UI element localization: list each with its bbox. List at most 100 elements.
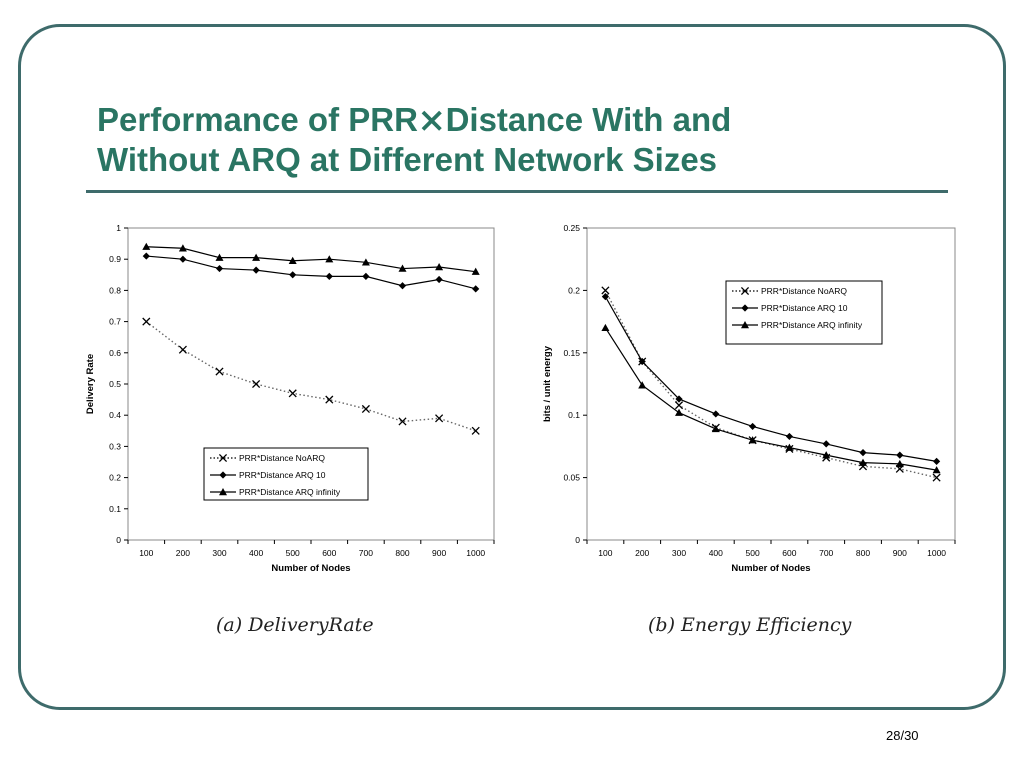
delivery-rate-series-prr-distance-noarq-point-stroke-b	[325, 395, 334, 404]
delivery-rate-series-prr-distance-noarq-line	[145, 321, 476, 432]
slide-title-line-1: Performance of PRR⨯Distance With and	[97, 101, 732, 138]
energy-efficiency-y-tick-label: 0	[575, 535, 580, 545]
energy-efficiency-legend-marker	[741, 304, 749, 312]
delivery-rate-series-prr-distance-noarq-point-stroke-b	[215, 367, 224, 376]
energy-efficiency-x-tick-label: 300	[672, 548, 686, 558]
delivery-rate-series-prr-distance-arq-10-point	[215, 264, 224, 273]
energy-efficiency-x-tick-label: 1000	[927, 548, 946, 558]
slide-title: Performance of PRR⨯Distance With and Wit…	[97, 100, 917, 180]
delivery-rate-chart-svg: 0 0.1 0.2 0.3 0.4 0.5 0.6 0.7 0.8 0.9 1 100 200 300 40…	[85, 223, 495, 574]
delivery-rate-series-prr-distance-arq-infinity-point	[435, 263, 444, 271]
delivery-rate-series-prr-distance-noarq-point	[435, 414, 444, 423]
energy-efficiency-y-tick-label: 0.15	[563, 348, 580, 358]
delivery-rate-x-tick-label: 400	[249, 548, 263, 558]
delivery-rate-y-tick-label: 0.5	[109, 379, 121, 389]
energy-efficiency-series-prr-distance-noarq-point	[932, 473, 941, 482]
energy-efficiency-series-prr-distance-noarq-line	[604, 290, 937, 479]
delivery-rate-series-prr-distance-arq-10-line	[146, 255, 476, 290]
delivery-rate-series-prr-distance-noarq-point	[361, 404, 370, 414]
energy-efficiency-series-prr-distance-arq-infinity-point	[895, 459, 904, 468]
energy-efficiency-x-tick-label: 100	[598, 548, 612, 558]
energy-efficiency-legend-marker	[741, 321, 749, 329]
energy-efficiency-series-prr-distance-arq-infinity-point	[711, 424, 720, 433]
delivery-rate-y-tick-label: 0	[116, 535, 121, 545]
delivery-rate-series-prr-distance-noarq-point	[178, 345, 187, 354]
delivery-rate-y-tick-label: 0.4	[109, 410, 121, 420]
delivery-rate-series-prr-distance-noarq-point	[215, 367, 224, 376]
delivery-rate-series-prr-distance-arq-10-point	[472, 285, 480, 293]
delivery-rate-series-prr-distance-arq-infinity	[142, 242, 480, 275]
delivery-rate-series-prr-distance-arq-infinity-point	[252, 253, 261, 261]
delivery-rate-series-prr-distance-noarq-point-stroke-b	[361, 404, 370, 414]
energy-efficiency-series-prr-distance-arq-infinity-point	[822, 451, 831, 459]
delivery-rate-series-prr-distance-noarq-point-stroke-b	[288, 389, 297, 398]
delivery-rate-x-tick-label: 500	[286, 548, 300, 558]
energy-efficiency-x-tick-label: 700	[819, 548, 833, 558]
delivery-rate-y-tick-label: 0.7	[109, 317, 121, 327]
delivery-rate-series-prr-distance-arq-infinity-line	[146, 246, 476, 273]
delivery-rate-chart: 0 0.1 0.2 0.3 0.4 0.5 0.6 0.7 0.8 0.9 1 100 200 300 40…	[80, 214, 510, 594]
delivery-rate-legend-marker-stroke-b	[218, 453, 228, 463]
energy-efficiency-legend-label: PRR*Distance ARQ infinity	[761, 320, 863, 330]
energy-efficiency-x-tick-label: 500	[746, 548, 760, 558]
energy-efficiency-legend-label: PRR*Distance NoARQ	[761, 286, 847, 296]
delivery-rate-x-tick-label: 200	[176, 548, 190, 558]
delivery-rate-series-prr-distance-noarq-point-stroke-b	[471, 426, 480, 435]
delivery-rate-series-prr-distance-noarq-point	[471, 426, 480, 435]
delivery-rate-legend-marker	[218, 453, 228, 463]
delivery-rate-y-tick-label: 0.2	[109, 473, 121, 483]
energy-efficiency-series-prr-distance-arq-10-point	[749, 422, 757, 431]
delivery-rate-series-prr-distance-arq-infinity-point	[325, 255, 334, 263]
energy-efficiency-series-prr-distance-arq-10-point	[712, 410, 720, 418]
delivery-rate-series-prr-distance-noarq-point-stroke-b	[398, 417, 407, 426]
energy-efficiency-x-tick-label: 900	[893, 548, 907, 558]
delivery-rate-series-prr-distance-noarq-point	[398, 417, 407, 426]
energy-efficiency-series-prr-distance-arq-10-point	[785, 432, 793, 441]
energy-efficiency-series-prr-distance-noarq-point	[601, 286, 610, 295]
energy-efficiency-series-prr-distance-arq-10-point	[675, 395, 683, 403]
title-divider	[86, 190, 948, 193]
delivery-rate-series-prr-distance-arq-10-point	[252, 266, 260, 274]
delivery-rate-x-axis-title: Number of Nodes	[271, 563, 350, 574]
delivery-rate-y-tick-label: 0.1	[109, 504, 121, 514]
energy-efficiency-series-prr-distance-arq-infinity-point	[785, 443, 794, 451]
delivery-rate-y-tick-label: 1	[116, 223, 121, 233]
energy-efficiency-y-axis-title: bits / unit energy	[542, 345, 553, 422]
delivery-rate-legend-box	[203, 447, 369, 501]
delivery-rate-series-prr-distance-arq-10	[142, 252, 480, 293]
delivery-rate-series-prr-distance-noarq-point-stroke-b	[252, 379, 261, 389]
energy-efficiency-series-prr-distance-arq-10-point	[859, 449, 867, 457]
energy-efficiency-y-tick-label: 0.25	[563, 223, 580, 233]
delivery-rate-y-axis-title: Delivery Rate	[85, 354, 96, 414]
delivery-rate-legend-marker	[219, 471, 227, 479]
energy-efficiency-x-axis-title: Number of Nodes	[731, 563, 810, 574]
energy-efficiency-x-tick-label: 800	[856, 548, 870, 558]
caption-energy-efficiency: (b) Energy Efficiency	[648, 614, 852, 636]
delivery-rate-x-tick-label: 700	[359, 548, 373, 558]
delivery-rate-x-tick-label: 300	[212, 548, 226, 558]
energy-efficiency-series-prr-distance-arq-10-point	[822, 440, 830, 448]
delivery-rate-series-prr-distance-noarq-point	[252, 379, 261, 389]
energy-efficiency-series-prr-distance-arq-infinity	[601, 323, 941, 474]
energy-efficiency-series-prr-distance-arq-10-line	[604, 296, 937, 462]
slide-frame	[18, 24, 1006, 710]
slide-title-line-2: Without ARQ at Different Network Sizes	[97, 141, 718, 178]
energy-efficiency-chart-svg: 0 0.05 0.1 0.15 0.2 0.25 100 200 300 400 500 600 700…	[542, 223, 956, 574]
delivery-rate-x-tick-label: 1000	[466, 548, 485, 558]
delivery-rate-series-prr-distance-noarq-point-stroke-b	[435, 414, 444, 423]
delivery-rate-x-tick-label: 600	[322, 548, 336, 558]
energy-efficiency-x-tick-label: 400	[709, 548, 723, 558]
delivery-rate-series-prr-distance-arq-infinity-point	[142, 242, 151, 250]
delivery-rate-series-prr-distance-noarq-point-stroke-b	[142, 317, 151, 326]
delivery-rate-series-prr-distance-arq-infinity-point	[361, 258, 370, 266]
energy-efficiency-series-prr-distance-arq-10-point	[896, 451, 904, 459]
delivery-rate-series-prr-distance-arq-10-point	[398, 282, 407, 290]
delivery-rate-y-tick-label: 0.9	[109, 254, 121, 264]
energy-efficiency-series-prr-distance-arq-infinity-point	[638, 381, 647, 389]
delivery-rate-series-prr-distance-arq-10-point	[142, 252, 150, 260]
delivery-rate-series-prr-distance-arq-10-point	[325, 272, 333, 280]
energy-efficiency-series-prr-distance-arq-infinity-point	[601, 323, 610, 332]
delivery-rate-legend: PRR*Distance NoARQ PRR*Distance ARQ 10 PRR…	[203, 447, 369, 501]
energy-efficiency-legend-marker-stroke-b	[740, 286, 750, 296]
energy-efficiency-y-tick-label: 0.05	[563, 473, 580, 483]
